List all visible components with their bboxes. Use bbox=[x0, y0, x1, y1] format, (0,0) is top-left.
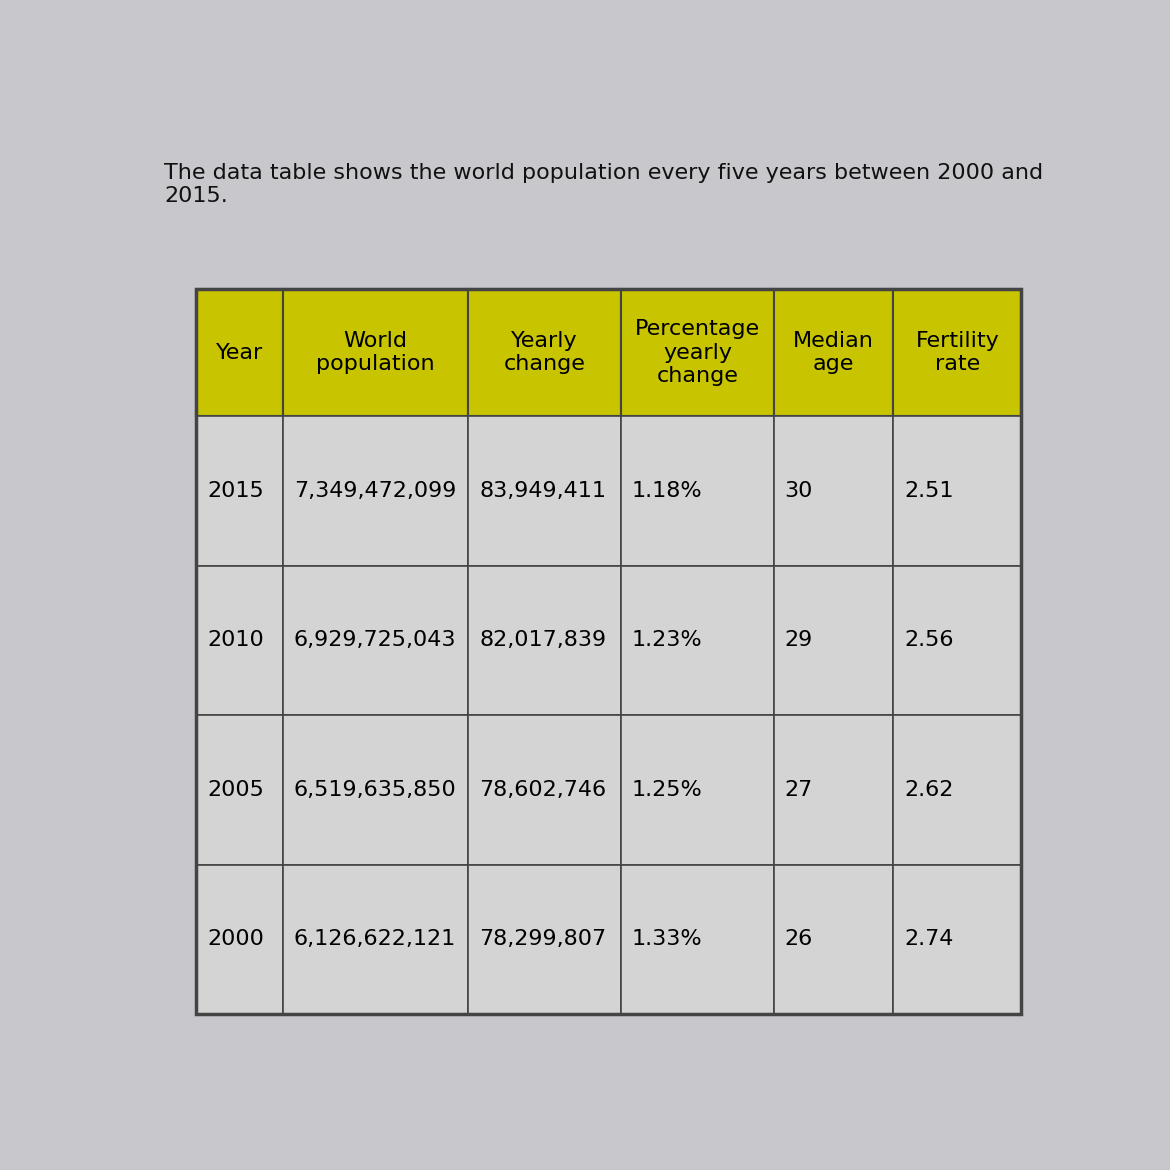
Bar bbox=[283, 417, 468, 565]
Bar bbox=[468, 715, 621, 865]
Bar bbox=[197, 565, 283, 715]
Text: 6,929,725,043: 6,929,725,043 bbox=[294, 631, 456, 651]
Text: 6,126,622,121: 6,126,622,121 bbox=[294, 929, 456, 950]
Text: 2005: 2005 bbox=[207, 780, 264, 800]
Bar bbox=[197, 715, 283, 865]
Text: 2.62: 2.62 bbox=[904, 780, 954, 800]
Bar bbox=[894, 865, 1021, 1014]
Bar bbox=[283, 565, 468, 715]
Text: 83,949,411: 83,949,411 bbox=[480, 481, 606, 501]
Bar bbox=[621, 565, 773, 715]
Bar bbox=[773, 865, 894, 1014]
Bar bbox=[621, 715, 773, 865]
Text: 27: 27 bbox=[785, 780, 813, 800]
Text: 82,017,839: 82,017,839 bbox=[480, 631, 606, 651]
Text: 26: 26 bbox=[785, 929, 813, 950]
Text: Percentage
yearly
change: Percentage yearly change bbox=[635, 319, 760, 386]
Bar bbox=[468, 417, 621, 565]
Text: Year: Year bbox=[215, 343, 263, 363]
Text: Fertility
rate: Fertility rate bbox=[915, 331, 999, 374]
Bar bbox=[773, 565, 894, 715]
Text: The data table shows the world population every five years between 2000 and
2015: The data table shows the world populatio… bbox=[164, 163, 1044, 206]
Bar bbox=[621, 289, 773, 417]
Text: Yearly
change: Yearly change bbox=[504, 331, 586, 374]
Text: 2.74: 2.74 bbox=[904, 929, 954, 950]
Bar bbox=[468, 565, 621, 715]
Bar bbox=[773, 289, 894, 417]
Text: 29: 29 bbox=[785, 631, 813, 651]
Bar bbox=[283, 715, 468, 865]
Text: World
population: World population bbox=[316, 331, 435, 374]
Bar bbox=[283, 289, 468, 417]
Bar bbox=[621, 417, 773, 565]
Text: 78,602,746: 78,602,746 bbox=[480, 780, 606, 800]
Bar bbox=[621, 865, 773, 1014]
Text: 2015: 2015 bbox=[207, 481, 263, 501]
Text: 78,299,807: 78,299,807 bbox=[480, 929, 606, 950]
Text: 1.33%: 1.33% bbox=[632, 929, 702, 950]
Text: 2000: 2000 bbox=[207, 929, 264, 950]
Text: 2.51: 2.51 bbox=[904, 481, 954, 501]
Text: 1.18%: 1.18% bbox=[632, 481, 702, 501]
Bar bbox=[773, 417, 894, 565]
Bar bbox=[197, 289, 1021, 1014]
Bar bbox=[894, 417, 1021, 565]
Bar bbox=[197, 865, 283, 1014]
Bar bbox=[894, 715, 1021, 865]
Text: 1.25%: 1.25% bbox=[632, 780, 703, 800]
Text: 30: 30 bbox=[785, 481, 813, 501]
Bar bbox=[894, 565, 1021, 715]
Bar bbox=[773, 715, 894, 865]
Text: 7,349,472,099: 7,349,472,099 bbox=[294, 481, 456, 501]
Text: 2010: 2010 bbox=[207, 631, 263, 651]
Text: Median
age: Median age bbox=[793, 331, 874, 374]
Bar bbox=[197, 289, 283, 417]
Bar bbox=[468, 865, 621, 1014]
Text: 1.23%: 1.23% bbox=[632, 631, 702, 651]
Bar bbox=[197, 417, 283, 565]
Text: 2.56: 2.56 bbox=[904, 631, 954, 651]
Bar bbox=[283, 865, 468, 1014]
Text: 6,519,635,850: 6,519,635,850 bbox=[294, 780, 456, 800]
Bar bbox=[894, 289, 1021, 417]
Bar bbox=[468, 289, 621, 417]
